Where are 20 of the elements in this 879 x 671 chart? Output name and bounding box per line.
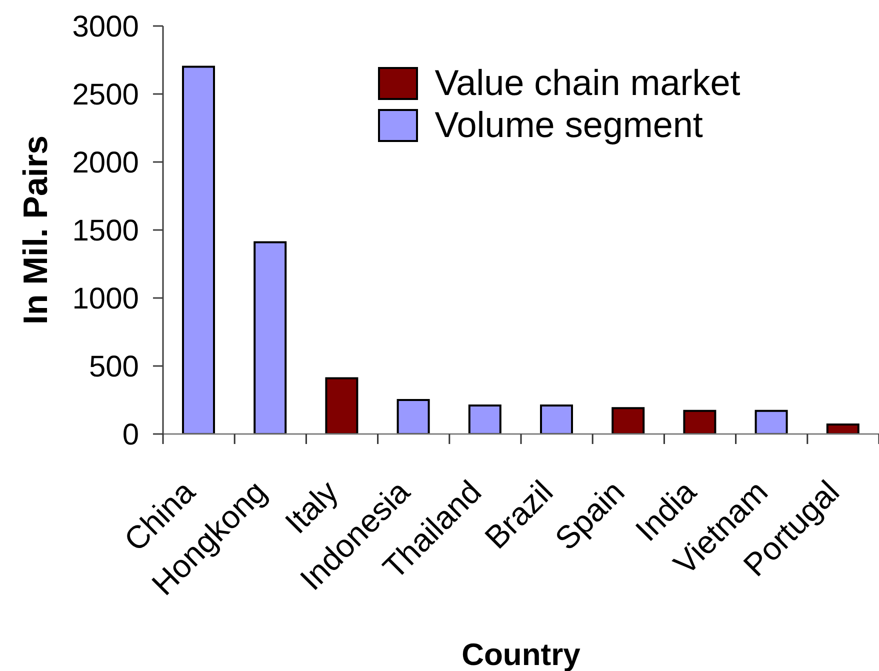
y-tick-label: 500: [88, 350, 139, 384]
y-tick-label: 2000: [72, 146, 139, 180]
y-tick-label: 1500: [72, 214, 139, 248]
bar: [540, 404, 573, 434]
bar: [325, 377, 358, 434]
bar: [254, 241, 287, 434]
bar: [612, 407, 645, 434]
y-tick-label: 3000: [72, 10, 139, 44]
bar: [182, 66, 215, 434]
bar: [683, 410, 716, 434]
y-tick-label: 2500: [72, 78, 139, 112]
legend-label: Volume segment: [434, 104, 703, 145]
legend-label: Value chain market: [434, 62, 740, 103]
bar: [396, 399, 430, 434]
y-tick-label: 1000: [72, 282, 139, 316]
bar: [754, 410, 788, 434]
bar: [826, 423, 860, 434]
y-tick-label: 0: [122, 418, 139, 452]
bar: [468, 404, 502, 434]
y-axis-title: In Mil. Pairs: [17, 136, 55, 324]
